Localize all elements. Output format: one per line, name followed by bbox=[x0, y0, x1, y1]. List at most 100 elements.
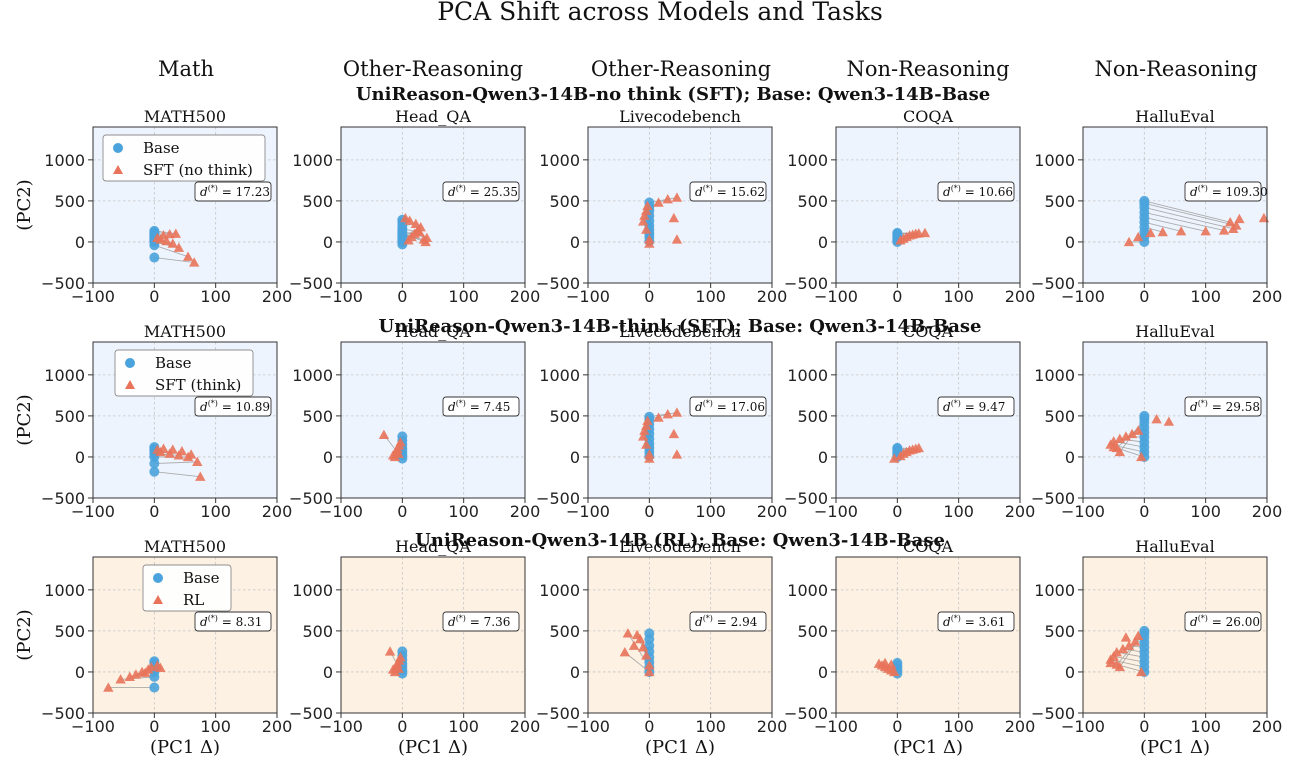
panel-0-0: −100 0 100 200 −500 0 500 1000 MATH500 d(*) = 17.… bbox=[14, 107, 292, 306]
shifted-point bbox=[130, 669, 142, 679]
shifted-point bbox=[410, 218, 422, 229]
row-titles: UniReason-Qwen3-14B-no think (SFT); Base… bbox=[356, 84, 990, 551]
x-tick-label: 0 bbox=[1139, 502, 1149, 521]
legend-base-label: Base bbox=[183, 569, 220, 587]
shifted-point bbox=[1120, 431, 1132, 441]
distance-label: d(*) = 25.35 bbox=[448, 184, 518, 199]
shifted-point bbox=[639, 425, 650, 435]
base-point bbox=[149, 682, 160, 693]
panel-2-4: −100 0 100 200 −500 0 500 1000 HalluEval d(*) = 2… bbox=[1031, 537, 1282, 758]
x-tick-label: 200 bbox=[262, 287, 293, 306]
panel-0-2: −100 0 100 200 −500 0 500 1000 Livecodebench d(*)… bbox=[536, 107, 787, 306]
x-tick-label: 100 bbox=[1190, 717, 1221, 736]
shift-connector bbox=[154, 461, 198, 464]
panel-task-label: Livecodebench bbox=[619, 322, 741, 341]
shifted-point bbox=[638, 431, 649, 441]
x-tick-label: 0 bbox=[397, 502, 407, 521]
legend-base-marker bbox=[153, 573, 163, 583]
y-tick-label: 0 bbox=[570, 448, 580, 467]
base-point bbox=[892, 227, 903, 238]
x-tick-label: 100 bbox=[695, 287, 726, 306]
x-tick-label: 200 bbox=[1252, 287, 1283, 306]
shifted-point bbox=[1136, 666, 1147, 677]
shifted-point bbox=[1133, 231, 1144, 242]
x-tick-label: 200 bbox=[510, 502, 541, 521]
panel-task-label: COQA bbox=[903, 107, 953, 126]
base-point bbox=[644, 628, 655, 639]
distance-label: d(*) = 3.61 bbox=[943, 614, 1005, 629]
y-tick-label: 0 bbox=[1065, 448, 1075, 467]
distance-box bbox=[937, 611, 1015, 632]
y-tick-label: 1000 bbox=[292, 581, 333, 600]
shifted-point bbox=[662, 409, 673, 419]
y-tick-label: 0 bbox=[323, 233, 333, 252]
panel-task-label: Head_QA bbox=[395, 322, 471, 341]
y-tick-label: 500 bbox=[302, 407, 333, 426]
x-tick-label: −100 bbox=[319, 287, 363, 306]
shifted-point bbox=[158, 443, 169, 453]
panel-task-label: MATH500 bbox=[144, 107, 226, 126]
shifted-point bbox=[393, 663, 404, 673]
axes-frame bbox=[1082, 341, 1268, 499]
y-tick-label: −500 bbox=[536, 489, 580, 508]
x-tick-label: −100 bbox=[71, 287, 115, 306]
shifted-point bbox=[1126, 428, 1138, 439]
x-tick-label: 0 bbox=[1139, 717, 1149, 736]
distance-box bbox=[442, 396, 520, 417]
panel-1-2: −100 0 100 200 −500 0 500 1000 Livecodebench d(*)… bbox=[536, 322, 787, 521]
plot-area bbox=[588, 557, 772, 713]
y-tick-label: −500 bbox=[784, 489, 828, 508]
x-tick-label: 100 bbox=[943, 717, 974, 736]
x-tick-label: 100 bbox=[200, 502, 231, 521]
shifted-point bbox=[384, 646, 396, 656]
plot-area bbox=[341, 127, 525, 283]
distance-label: d(*) = 109.30 bbox=[1190, 184, 1268, 199]
column-headers: Math Other-Reasoning Other-Reasoning Non… bbox=[158, 57, 1258, 81]
shifted-point bbox=[1117, 643, 1129, 654]
x-tick-label: −100 bbox=[319, 717, 363, 736]
x-tick-label: 0 bbox=[397, 717, 407, 736]
distance-box bbox=[689, 396, 767, 417]
y-tick-label: −500 bbox=[784, 704, 828, 723]
x-tick-label: 100 bbox=[1190, 287, 1221, 306]
y-axis-label: (PC2) bbox=[14, 609, 35, 660]
distance-box bbox=[442, 181, 520, 202]
shifted-point bbox=[1234, 213, 1245, 224]
x-axis-label: (PC1 Δ) bbox=[398, 737, 468, 758]
x-tick-label: 200 bbox=[757, 717, 788, 736]
distance-box bbox=[1184, 396, 1262, 417]
y-tick-label: 1000 bbox=[1034, 581, 1075, 600]
panel-task-label: Livecodebench bbox=[619, 107, 741, 126]
y-tick-label: 0 bbox=[818, 663, 828, 682]
y-axis-label: (PC2) bbox=[14, 394, 35, 445]
base-point bbox=[1139, 410, 1150, 421]
shifted-point bbox=[139, 667, 151, 677]
y-tick-label: 0 bbox=[323, 663, 333, 682]
panel-0-3: −100 0 100 200 −500 0 500 1000 COQA d(*) = 10.66 bbox=[784, 107, 1035, 306]
legend-base-marker bbox=[125, 358, 135, 368]
shifted-point bbox=[415, 221, 426, 232]
shifted-point bbox=[152, 232, 163, 243]
shifted-point bbox=[1120, 632, 1132, 642]
panel-2-2: −100 0 100 200 −500 0 500 1000 Livecodebench d(*)… bbox=[536, 537, 787, 758]
shifted-point bbox=[641, 650, 652, 660]
shifted-point bbox=[1123, 640, 1135, 650]
x-tick-label: 200 bbox=[510, 287, 541, 306]
shifted-point bbox=[653, 412, 664, 422]
axes-frame bbox=[1082, 556, 1268, 714]
y-tick-label: 500 bbox=[797, 407, 828, 426]
shifted-point bbox=[170, 228, 181, 238]
y-tick-label: 0 bbox=[818, 448, 828, 467]
y-tick-label: −500 bbox=[41, 704, 85, 723]
plot-area bbox=[341, 342, 525, 498]
y-tick-label: −500 bbox=[41, 274, 85, 293]
shifted-point bbox=[889, 453, 900, 463]
x-tick-label: 0 bbox=[149, 502, 159, 521]
shifted-point bbox=[919, 227, 931, 238]
y-tick-label: 0 bbox=[1065, 233, 1075, 252]
y-tick-label: 0 bbox=[570, 233, 580, 252]
panel-task-label: HalluEval bbox=[1135, 107, 1214, 126]
x-axis-label: (PC1 Δ) bbox=[1140, 737, 1210, 758]
x-tick-label: 0 bbox=[644, 717, 654, 736]
